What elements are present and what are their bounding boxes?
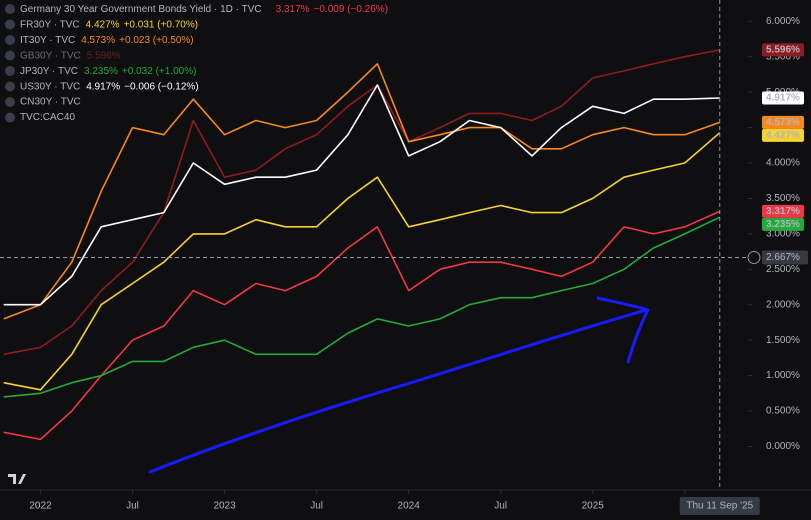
legend-entry[interactable]: IT30Y · TVC 4.573% +0.023 (+0.50%) — [5, 35, 194, 46]
last-value-tag: 4.917% — [762, 91, 804, 105]
x-tick-label: 2025 — [582, 501, 605, 512]
series-line — [3, 49, 720, 356]
y-tick-label: 1.500% — [766, 335, 800, 346]
series-line — [3, 210, 721, 441]
legend-change: +0.032 (+1.00%) — [122, 66, 197, 77]
y-tick-label: 5.500% — [766, 51, 800, 62]
last-value-tag: 3.235% — [762, 217, 804, 231]
plot-area — [0, 0, 748, 490]
x-tick-label: Jul — [494, 501, 507, 512]
logo — [8, 474, 26, 484]
legend-last-value: 4.917% — [86, 81, 120, 92]
crosshair-x-box — [679, 497, 760, 515]
last-value-box — [762, 115, 804, 129]
crosshair-y-label: 2.667% — [766, 252, 800, 263]
last-value-tag: 3.317% — [762, 204, 804, 218]
legend-last-value: 4.427% — [86, 19, 120, 30]
crosshair-x-label: Thu 11 Sep '25 — [686, 501, 753, 512]
legend-entry[interactable]: JP30Y · TVC 3.235% +0.032 (+1.00%) — [5, 66, 196, 77]
series-line — [3, 84, 720, 306]
y-tick-label: 4.000% — [766, 158, 800, 169]
x-tick-label: 2023 — [213, 501, 236, 512]
legend-text: JP30Y · TVC 3.235% +0.032 (+1.00%) — [20, 66, 196, 77]
legend-name: IT30Y · TVC — [20, 35, 75, 46]
last-value-tag: 4.573% — [762, 115, 804, 129]
last-value-box — [762, 204, 804, 218]
y-tick-label: 6.000% — [766, 16, 800, 27]
legend-icon — [5, 81, 15, 92]
legend-last-value: 4.573% — [81, 35, 115, 46]
y-tick-label: 2.500% — [766, 264, 800, 275]
legend-name: FR30Y · TVC — [20, 19, 80, 30]
legend-icon — [5, 50, 15, 61]
last-value-box — [762, 217, 804, 231]
y-tick-label: 2.000% — [766, 299, 800, 310]
legend-text: IT30Y · TVC 4.573% +0.023 (+0.50%) — [20, 35, 194, 46]
series-line — [3, 216, 721, 398]
last-value-label: 4.917% — [766, 93, 800, 104]
x-tick-label: Jul — [310, 501, 323, 512]
y-tick-label: 3.000% — [766, 229, 800, 240]
legend-name: GB30Y · TVC — [20, 50, 81, 61]
last-value-tag: 4.427% — [762, 128, 804, 142]
legend-icon — [5, 112, 15, 123]
legend-entry[interactable]: Germany 30 Year Government Bonds Yield ·… — [5, 4, 388, 15]
series-line — [3, 132, 721, 391]
legend-entry[interactable]: GB30Y · TVC 5.596% — [5, 50, 121, 61]
legend-text: TVC:CAC40 — [20, 112, 75, 123]
series-line — [3, 63, 721, 320]
x-tick-label: 2022 — [29, 501, 52, 512]
legend-change: −0.006 (−0.12%) — [124, 81, 199, 92]
add-alert-button[interactable] — [747, 250, 761, 264]
legend-name: Germany 30 Year Government Bonds Yield ·… — [20, 4, 262, 15]
legend-entry[interactable]: CN30Y · TVC — [5, 97, 81, 108]
last-value-label: 4.427% — [766, 130, 800, 141]
crosshair-y-box — [762, 250, 808, 265]
y-tick-label: 0.000% — [766, 441, 800, 452]
last-value-tag: 5.596% — [762, 43, 804, 57]
last-value-box — [762, 91, 804, 105]
legend-name: US30Y · TVC — [20, 81, 80, 92]
last-value-box — [762, 43, 804, 57]
last-value-label: 3.317% — [766, 206, 800, 217]
legend-last-value: 3.235% — [84, 66, 118, 77]
legend-last-value: 3.317% — [276, 4, 310, 15]
y-tick-label: 0.500% — [766, 406, 800, 417]
legend-entry[interactable]: TVC:CAC40 — [5, 112, 75, 123]
x-tick-label: Jul — [126, 501, 139, 512]
y-tick-label: 1.000% — [766, 370, 800, 381]
legend-text: FR30Y · TVC 4.427% +0.031 (+0.70%) — [20, 19, 198, 30]
legend-change: +0.031 (+0.70%) — [124, 19, 199, 30]
legend-entry[interactable]: US30Y · TVC 4.917% −0.006 (−0.12%) — [5, 81, 199, 92]
last-value-label: 5.596% — [766, 45, 800, 56]
last-value-box — [762, 128, 804, 142]
tradingview-logo — [8, 474, 26, 484]
legend-last-value: 5.596% — [87, 50, 121, 61]
y-tick-label: 3.500% — [766, 193, 800, 204]
legend-icon — [5, 35, 15, 45]
last-value-label: 3.235% — [766, 219, 800, 230]
legend: Germany 30 Year Government Bonds Yield ·… — [5, 4, 388, 123]
legend-change: +0.023 (+0.50%) — [119, 35, 194, 46]
x-tick-label: 2024 — [398, 501, 421, 512]
legend-text: GB30Y · TVC 5.596% — [20, 50, 121, 61]
legend-icon — [5, 97, 15, 107]
legend-text: CN30Y · TVC — [20, 97, 81, 108]
legend-icon — [5, 4, 15, 14]
legend-icon — [5, 66, 15, 76]
legend-entry[interactable]: FR30Y · TVC 4.427% +0.031 (+0.70%) — [5, 19, 198, 30]
legend-change: −0.009 (−0.26%) — [314, 4, 389, 15]
legend-text: US30Y · TVC 4.917% −0.006 (−0.12%) — [20, 81, 199, 92]
last-value-label: 4.573% — [766, 117, 800, 128]
axes: 0.000% 0.500% 1.000% 1.500% 2.000% 2.500% 3.00… — [29, 16, 808, 515]
annotation-arrow — [148, 296, 650, 474]
legend-text: Germany 30 Year Government Bonds Yield ·… — [20, 4, 388, 15]
legend-icon — [5, 19, 15, 30]
legend-name: JP30Y · TVC — [20, 66, 78, 77]
